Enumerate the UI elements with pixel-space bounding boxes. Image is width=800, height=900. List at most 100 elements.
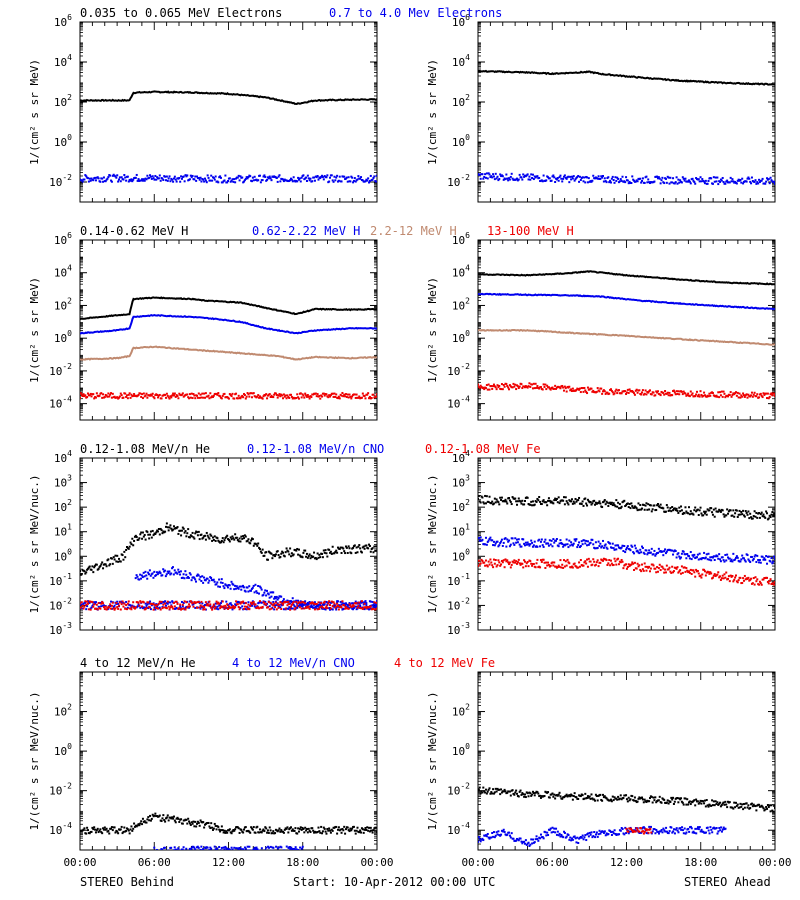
data-point (592, 174, 595, 177)
data-point (727, 510, 730, 513)
data-point (594, 503, 597, 506)
data-point (229, 602, 232, 605)
data-point (204, 601, 207, 604)
data-point (227, 605, 230, 608)
data-point (578, 180, 581, 183)
data-point (250, 587, 253, 590)
data-point (697, 558, 700, 561)
data-point (100, 392, 103, 395)
data-point (357, 545, 360, 548)
data-point (478, 495, 480, 498)
data-point (120, 603, 123, 606)
data-point (485, 543, 488, 546)
data-point (135, 536, 138, 539)
data-point (508, 388, 511, 391)
data-point (531, 387, 534, 390)
data-point (343, 602, 346, 605)
data-point (531, 504, 534, 507)
data-point (340, 394, 343, 397)
data-point (643, 552, 646, 555)
data-point (639, 504, 642, 507)
data-point (614, 544, 617, 547)
y-tick-label: 10-2 (447, 362, 470, 378)
data-point (584, 542, 587, 545)
data-point (656, 390, 659, 393)
data-point (149, 608, 152, 611)
data-point (695, 393, 698, 396)
data-point (770, 557, 773, 560)
data-point (176, 526, 179, 529)
data-point (572, 542, 575, 545)
data-point (516, 177, 519, 180)
data-point (529, 503, 532, 506)
data-point (97, 602, 100, 605)
data-point (478, 559, 480, 562)
data-point (368, 543, 371, 546)
data-point (308, 607, 311, 610)
data-point (114, 175, 117, 178)
data-point (130, 393, 133, 396)
data-point (492, 544, 495, 547)
data-point (337, 608, 340, 611)
data-point (348, 603, 351, 606)
data-point (498, 561, 501, 564)
data-point (199, 176, 202, 179)
data-point (162, 568, 165, 571)
data-point (155, 178, 158, 181)
data-point (596, 559, 599, 562)
data-point (193, 178, 196, 181)
data-point (749, 180, 752, 183)
data-point (360, 601, 363, 604)
data-point (329, 608, 332, 611)
data-point (712, 555, 715, 558)
data-point (97, 177, 100, 180)
data-point (677, 390, 680, 393)
data-point (245, 395, 248, 398)
y-tick-label: 10-1 (447, 572, 470, 588)
data-point (234, 181, 237, 184)
data-point (136, 575, 139, 578)
data-point (564, 496, 567, 499)
series-line (478, 328, 775, 346)
data-point (707, 571, 710, 574)
data-point (296, 606, 299, 609)
data-point (546, 504, 549, 507)
data-point (142, 601, 145, 604)
series-dots (478, 557, 775, 586)
data-point (250, 539, 253, 542)
data-point (237, 174, 240, 177)
data-point (272, 601, 275, 604)
series-dots (478, 172, 775, 186)
data-point (734, 512, 737, 515)
data-point (531, 564, 534, 567)
data-point (693, 509, 696, 512)
data-point (726, 553, 729, 556)
data-point (479, 501, 482, 504)
data-point (750, 176, 753, 179)
data-point (541, 544, 544, 547)
data-point (736, 515, 739, 518)
data-point (113, 604, 116, 607)
data-point (278, 174, 281, 177)
data-point (175, 600, 178, 603)
data-point (509, 543, 512, 546)
data-point (188, 606, 191, 609)
data-point (266, 606, 269, 609)
data-point (222, 541, 225, 544)
y-axis-label: 1/(cm² s sr MeV/nuc.) (426, 474, 439, 613)
data-point (102, 180, 105, 183)
data-point (774, 182, 775, 185)
data-point (753, 555, 756, 558)
data-point (103, 396, 106, 399)
data-point (575, 500, 578, 503)
data-point (609, 181, 612, 184)
data-point (497, 386, 500, 389)
data-point (626, 179, 629, 182)
data-point (515, 388, 518, 391)
data-point (230, 538, 233, 541)
data-point (322, 392, 325, 395)
data-point (113, 608, 116, 611)
data-point (197, 392, 200, 395)
data-point (485, 495, 488, 498)
data-point (635, 388, 638, 391)
